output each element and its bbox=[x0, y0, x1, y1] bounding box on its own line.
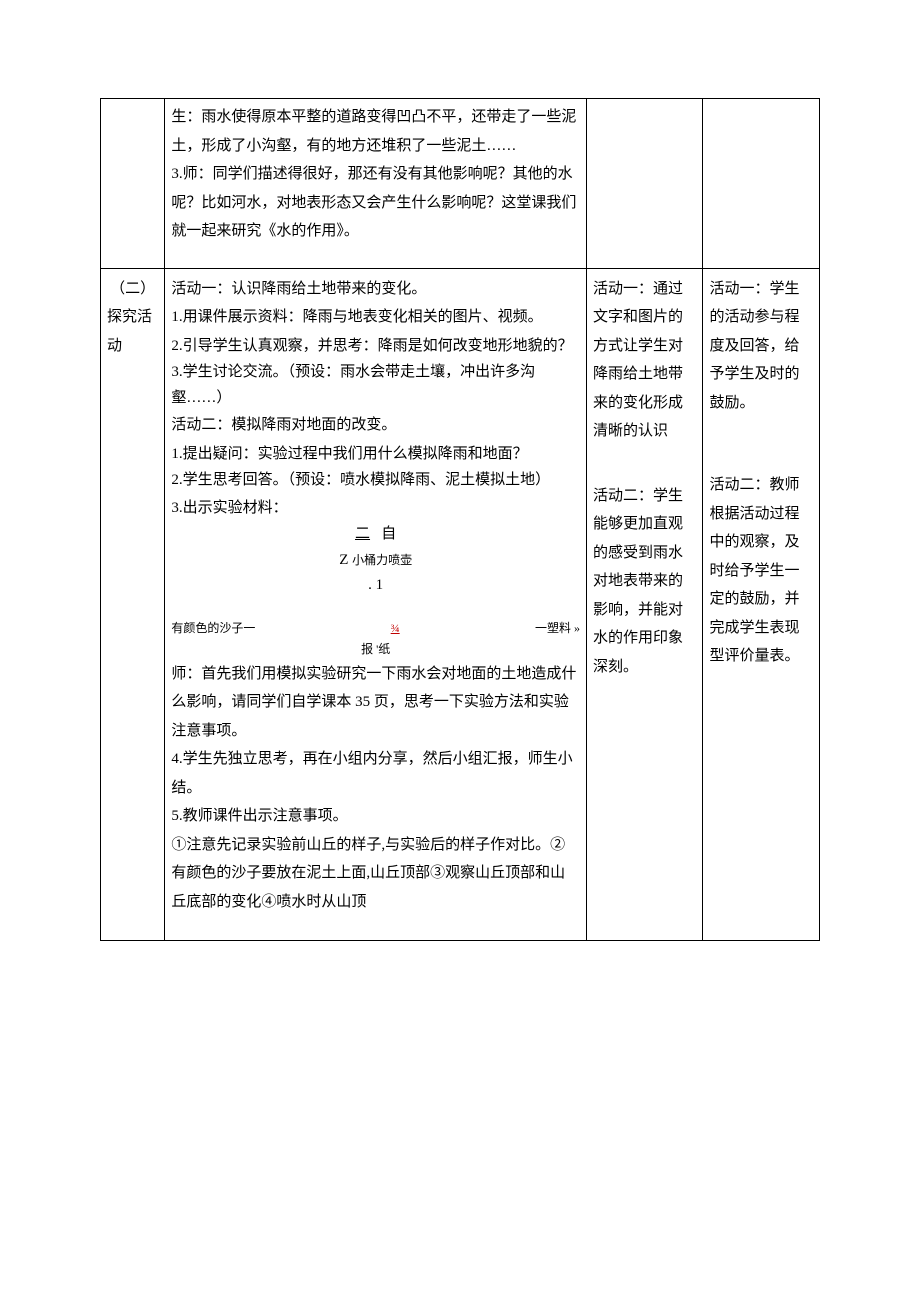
diagram-text: 报 '纸 bbox=[361, 642, 390, 656]
cell-stage bbox=[101, 99, 165, 269]
spacer bbox=[593, 446, 697, 464]
spacer bbox=[171, 246, 580, 264]
paragraph: 4.学生先独立思考，再在小组内分享，然后小组汇报，师生小结。 bbox=[171, 745, 580, 802]
diagram-text: 有颜色的沙子一 bbox=[171, 617, 255, 640]
paragraph: 3.学生讨论交流。（预设：雨水会带走土壤，冲出许多沟壑……） bbox=[171, 360, 580, 411]
paragraph: 2.学生思考回答。（预设：喷水模拟降雨、泥土模拟土地） bbox=[171, 468, 580, 494]
materials-diagram-line: . 1 bbox=[171, 573, 580, 599]
spacer bbox=[709, 435, 813, 453]
paragraph: 师：首先我们用模拟实验研究一下雨水会对地面的土地造成什么影响，请同学们自学课本 … bbox=[171, 660, 580, 746]
paragraph: 2.引导学生认真观察，并思考：降雨是如何改变地形地貌的？ bbox=[171, 332, 580, 361]
paragraph: 1.用课件展示资料：降雨与地表变化相关的图片、视频。 bbox=[171, 303, 580, 332]
diagram-text: 二 bbox=[355, 526, 370, 542]
cell-eval: 活动一：学生的活动参与程度及回答，给予学生及时的鼓励。 活动二：教师根据活动过程… bbox=[703, 268, 820, 941]
materials-diagram-line: 报 '纸 bbox=[171, 639, 580, 659]
paragraph: 活动二：模拟降雨对地面的改变。 bbox=[171, 411, 580, 440]
materials-diagram: 二 自 bbox=[171, 522, 580, 548]
paragraph: 活动二：学生能够更加直观的感受到雨水对地表带来的影响，并能对水的作用印象深刻。 bbox=[593, 482, 697, 682]
spacer bbox=[171, 599, 580, 617]
materials-diagram-line: Z 小桶力喷壶 bbox=[171, 548, 580, 574]
paragraph: 活动一：认识降雨给土地带来的变化。 bbox=[171, 275, 580, 304]
spacer bbox=[593, 464, 697, 482]
spacer bbox=[709, 453, 813, 471]
paragraph: 生：雨水使得原本平整的道路变得凹凸不平，还带走了一些泥土，形成了小沟壑，有的地方… bbox=[171, 103, 580, 160]
paragraph: 5.教师课件出示注意事项。 bbox=[171, 802, 580, 831]
lesson-plan-table: 生：雨水使得原本平整的道路变得凹凸不平，还带走了一些泥土，形成了小沟壑，有的地方… bbox=[100, 98, 820, 941]
diagram-text: Z bbox=[339, 552, 348, 568]
table-row: 生：雨水使得原本平整的道路变得凹凸不平，还带走了一些泥土，形成了小沟壑，有的地方… bbox=[101, 99, 820, 269]
table-row: （二） 探究活动 活动一：认识降雨给土地带来的变化。 1.用课件展示资料：降雨与… bbox=[101, 268, 820, 941]
paragraph: ①注意先记录实验前山丘的样子,与实验后的样子作对比。②有颜色的沙子要放在泥土上面… bbox=[171, 831, 580, 917]
paragraph: 活动一：学生的活动参与程度及回答，给予学生及时的鼓励。 bbox=[709, 275, 813, 418]
stage-number: （二） bbox=[107, 275, 158, 304]
diagram-text: ¾ bbox=[391, 617, 400, 640]
diagram-text: 一塑料 » bbox=[535, 617, 580, 640]
paragraph: 3.师：同学们描述得很好，那还有没有其他影响呢？其他的水呢？比如河水，对地表形态… bbox=[171, 160, 580, 246]
diagram-text: 小桶力喷壶 bbox=[352, 553, 412, 567]
paragraph: 1.提出疑问：实验过程中我们用什么模拟降雨和地面？ bbox=[171, 440, 580, 469]
stage-title: 探究活动 bbox=[107, 303, 158, 360]
diagram-text: 自 bbox=[381, 526, 396, 542]
cell-eval bbox=[703, 99, 820, 269]
cell-activity: 活动一：认识降雨给土地带来的变化。 1.用课件展示资料：降雨与地表变化相关的图片… bbox=[165, 268, 587, 941]
paragraph: 活动二：教师根据活动过程中的观察，及时给予学生一定的鼓励，并完成学生表现型评价量… bbox=[709, 471, 813, 671]
paragraph: 活动一：通过文字和图片的方式让学生对降雨给土地带来的变化形成清晰的认识 bbox=[593, 275, 697, 446]
cell-stage: （二） 探究活动 bbox=[101, 268, 165, 941]
cell-intent: 活动一：通过文字和图片的方式让学生对降雨给土地带来的变化形成清晰的认识 活动二：… bbox=[586, 268, 703, 941]
cell-intent bbox=[586, 99, 703, 269]
paragraph: 3.出示实验材料： bbox=[171, 494, 580, 523]
materials-diagram-line: 有颜色的沙子一 ¾ 一塑料 » bbox=[171, 617, 580, 640]
spacer bbox=[709, 417, 813, 435]
cell-activity: 生：雨水使得原本平整的道路变得凹凸不平，还带走了一些泥土，形成了小沟壑，有的地方… bbox=[165, 99, 587, 269]
diagram-text: . 1 bbox=[368, 577, 383, 593]
spacer bbox=[171, 916, 580, 934]
document-page: 生：雨水使得原本平整的道路变得凹凸不平，还带走了一些泥土，形成了小沟壑，有的地方… bbox=[0, 0, 920, 1301]
